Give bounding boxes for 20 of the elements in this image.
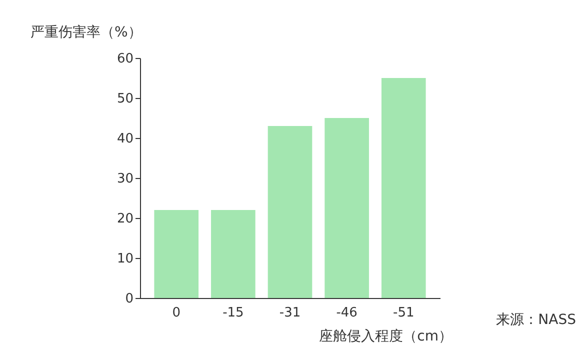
bar bbox=[324, 118, 369, 298]
y-tick-label: 40 bbox=[116, 132, 134, 146]
y-tick-label: 60 bbox=[116, 52, 134, 66]
bar bbox=[268, 126, 312, 298]
x-tick-label: -15 bbox=[222, 306, 244, 320]
source-note: 来源：NASS bbox=[496, 312, 576, 328]
bar bbox=[211, 210, 256, 298]
x-axis-title: 座舱侵入程度（cm） bbox=[319, 328, 452, 344]
y-tick-label: 20 bbox=[116, 212, 134, 226]
bar bbox=[154, 210, 199, 298]
x-tick-label: -31 bbox=[279, 306, 301, 320]
bar bbox=[381, 78, 426, 298]
y-tick-label: 10 bbox=[116, 252, 134, 266]
y-axis-title: 严重伤害率（%） bbox=[30, 24, 142, 40]
x-tick-label: -51 bbox=[393, 306, 414, 320]
y-tick-label: 30 bbox=[116, 172, 134, 186]
x-tick-label: -46 bbox=[336, 306, 358, 320]
x-tick-label: 0 bbox=[172, 306, 181, 320]
y-tick-label: 0 bbox=[125, 292, 134, 306]
y-tick-label: 50 bbox=[116, 92, 134, 106]
